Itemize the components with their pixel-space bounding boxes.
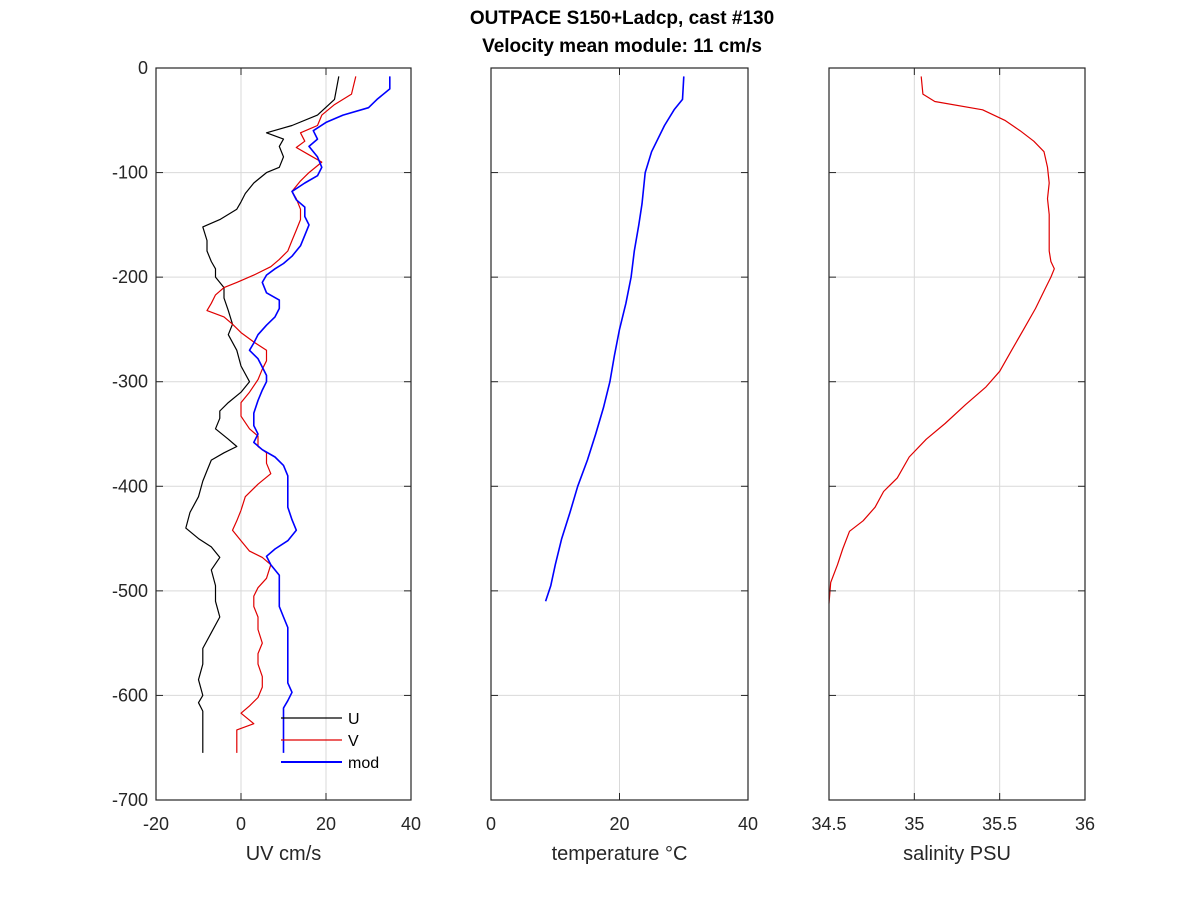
y-tick-label: -400 — [112, 476, 148, 496]
y-tick-label: -700 — [112, 790, 148, 810]
x-tick-label: 0 — [486, 814, 496, 834]
y-tick-label: -200 — [112, 267, 148, 287]
legend-label-v: V — [348, 733, 359, 750]
plot-area: -20 0 20 400-100-200-300-400-500-600-700UV … — [112, 58, 1095, 865]
x-tick-label: 40 — [738, 814, 758, 834]
axes-box — [155, 67, 412, 801]
y-tick-label: -300 — [112, 372, 148, 392]
panel-2: 0 20 40 temperature °C — [486, 67, 758, 865]
y-tick-label: -500 — [112, 581, 148, 601]
series-line-2 — [544, 76, 685, 602]
x-tick-label: -20 — [143, 814, 169, 834]
x-tick-label: 35 — [904, 814, 924, 834]
series-line-3 — [828, 76, 1055, 604]
x-axis-label: salinity PSU — [903, 843, 1011, 865]
series-mod-line — [248, 76, 391, 753]
series-v-line — [206, 76, 357, 753]
y-tick-label: -600 — [112, 685, 148, 705]
y-tick-label: 0 — [138, 58, 148, 78]
x-tick-label: 0 — [236, 814, 246, 834]
panel-3: 34.5 35 35.5 36 salinity PSU — [811, 67, 1095, 865]
panel-1: -20 0 20 400-100-200-300-400-500-600-700UV … — [112, 58, 421, 865]
series-u-line — [185, 76, 340, 753]
x-axis-label: temperature °C — [552, 843, 688, 865]
x-tick-label: 36 — [1075, 814, 1095, 834]
x-axis-label: UV cm/s — [246, 843, 322, 865]
x-tick-label: 20 — [609, 814, 629, 834]
x-tick-label: 34.5 — [811, 814, 846, 834]
legend-label-mod: mod — [348, 755, 379, 772]
legend-label-u: U — [348, 711, 360, 728]
x-tick-label: 40 — [401, 814, 421, 834]
chart-title-line2: Velocity mean module: 11 cm/s — [482, 36, 762, 57]
x-tick-label: 35.5 — [982, 814, 1017, 834]
chart-title-line1: OUTPACE S150+Ladcp, cast #130 — [470, 8, 774, 29]
axes-box — [828, 67, 1086, 801]
x-tick-label: 20 — [316, 814, 336, 834]
y-tick-label: -100 — [112, 163, 148, 183]
